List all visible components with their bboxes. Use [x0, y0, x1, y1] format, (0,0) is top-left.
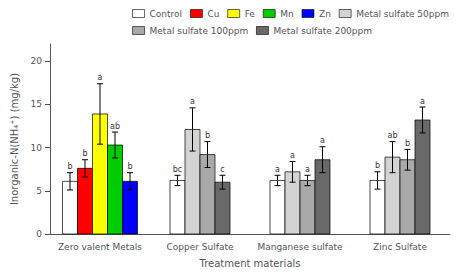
svg-text:Copper Sulfate: Copper Sulfate [167, 242, 234, 252]
svg-text:a: a [98, 73, 103, 82]
svg-text:a: a [420, 97, 425, 106]
svg-text:ab: ab [110, 122, 120, 131]
svg-text:10: 10 [31, 143, 43, 153]
svg-text:Mn: Mn [280, 9, 293, 19]
svg-text:0: 0 [36, 229, 42, 239]
svg-text:Cu: Cu [207, 9, 219, 19]
svg-text:bc: bc [173, 165, 182, 174]
svg-text:b: b [82, 149, 87, 158]
svg-text:Zn: Zn [319, 9, 331, 19]
svg-text:c: c [220, 165, 224, 174]
svg-text:a: a [320, 136, 325, 145]
svg-text:Control: Control [150, 9, 183, 19]
svg-text:Zero valent Metals: Zero valent Metals [58, 242, 142, 252]
svg-text:a: a [275, 165, 280, 174]
svg-text:a: a [190, 97, 195, 106]
svg-text:ab: ab [388, 131, 398, 140]
svg-text:b: b [127, 162, 132, 171]
svg-text:b: b [405, 139, 410, 148]
svg-text:Metal sulfate 100ppm: Metal sulfate 100ppm [150, 26, 249, 36]
svg-text:Manganese sulfate: Manganese sulfate [257, 242, 343, 252]
svg-text:b: b [205, 131, 210, 140]
svg-text:Treatment materials: Treatment materials [198, 258, 300, 269]
svg-text:5: 5 [36, 186, 42, 196]
svg-text:Inorganic-N(NH₄⁺) (mg/kg): Inorganic-N(NH₄⁺) (mg/kg) [9, 73, 20, 205]
svg-text:Metal sulfate 200ppm: Metal sulfate 200ppm [273, 26, 372, 36]
svg-text:b: b [67, 162, 72, 171]
svg-text:a: a [290, 151, 295, 160]
svg-text:15: 15 [31, 99, 42, 109]
svg-text:Zinc Sulfate: Zinc Sulfate [373, 242, 427, 252]
svg-text:Metal sulfate 50ppm: Metal sulfate 50ppm [356, 9, 449, 19]
svg-text:b: b [375, 161, 380, 170]
svg-text:20: 20 [31, 56, 43, 66]
svg-text:a: a [305, 165, 310, 174]
svg-text:Fe: Fe [245, 9, 256, 19]
